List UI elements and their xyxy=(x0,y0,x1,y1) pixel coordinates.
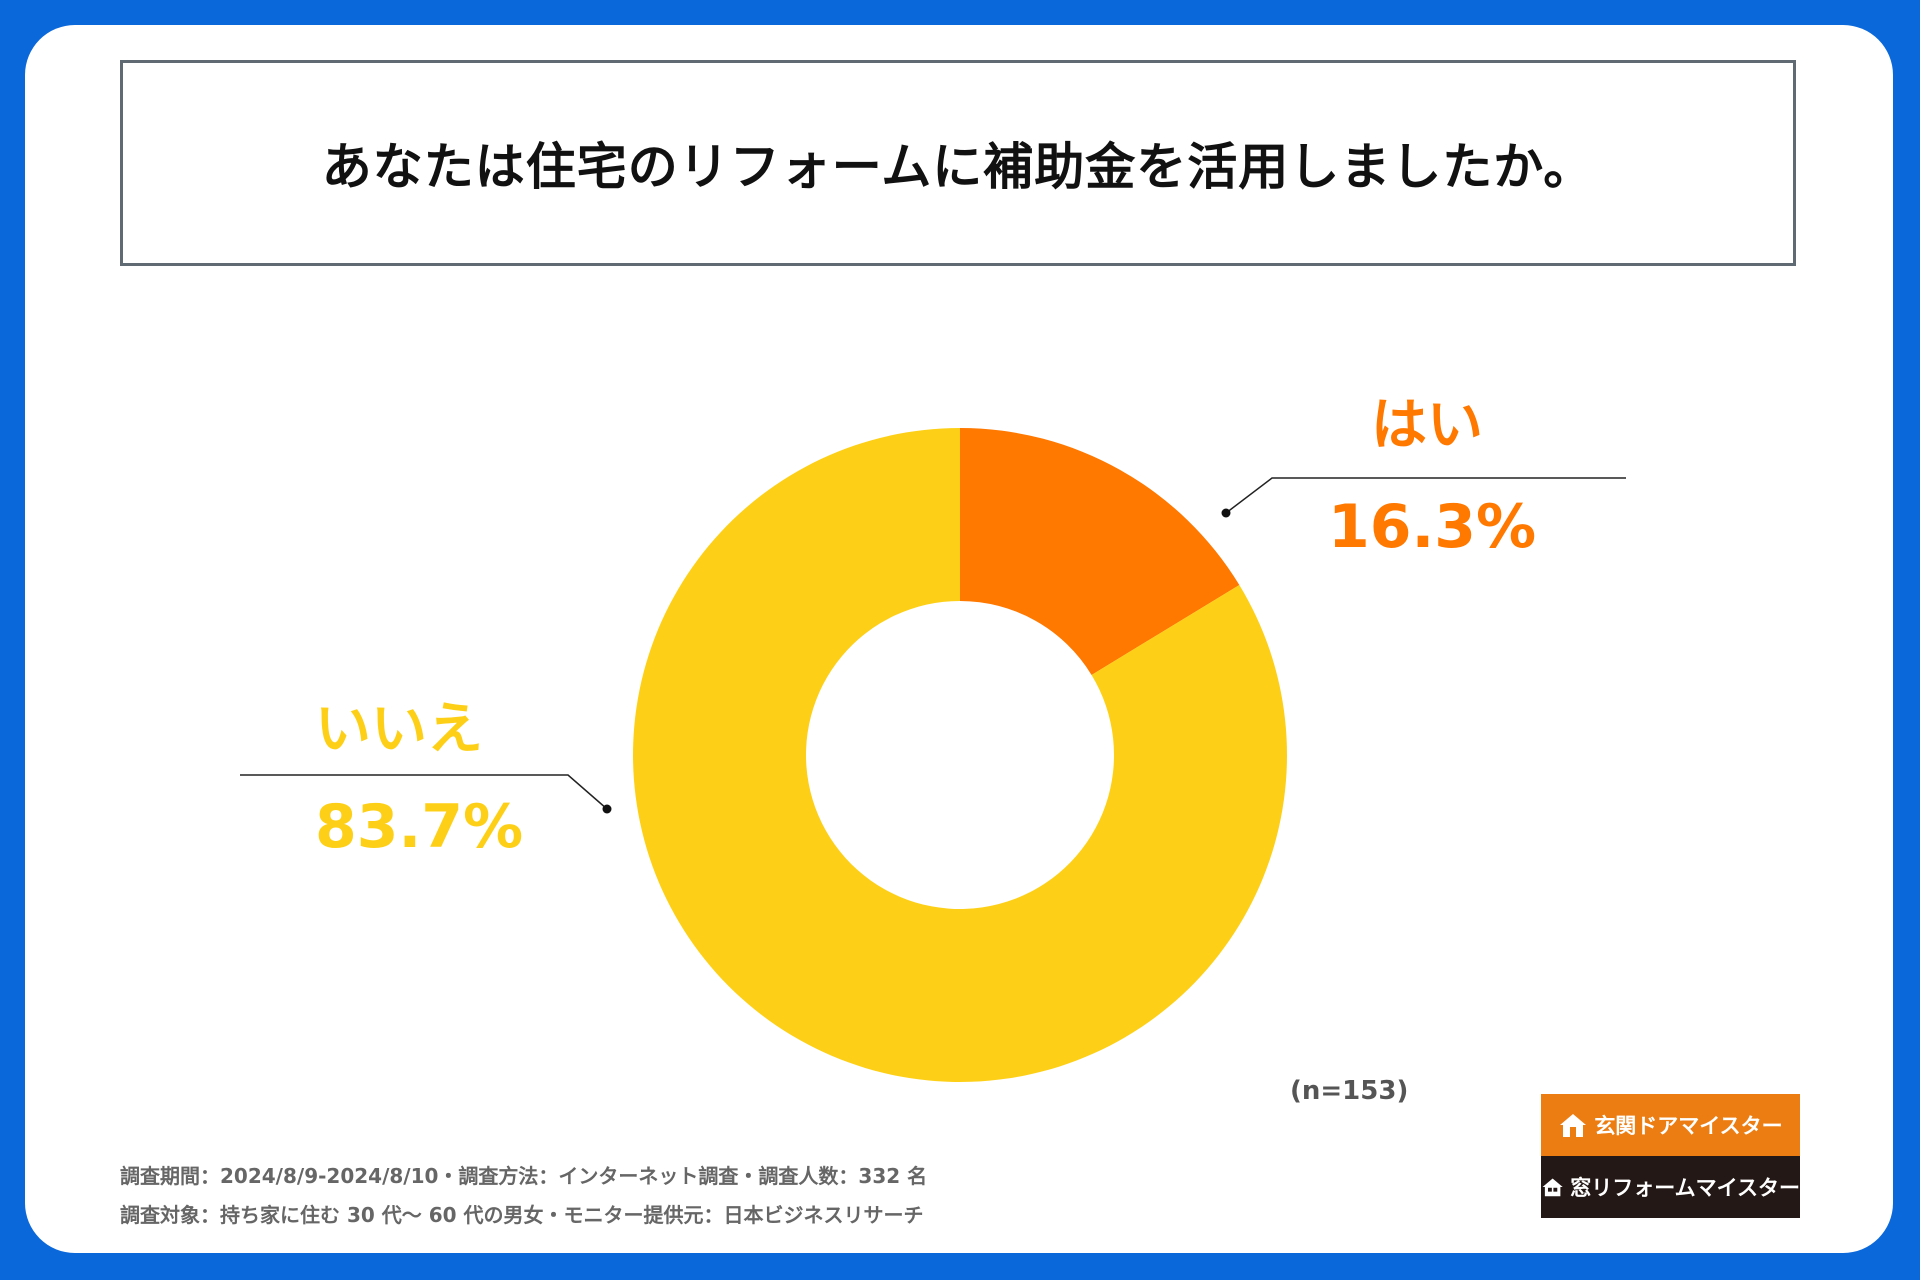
house-icon xyxy=(1560,1114,1587,1137)
footer-survey-period: 調査期間：2024/8/9-2024/8/10・調査方法：インターネット調査・調… xyxy=(120,1164,928,1188)
footer-survey-target: 調査対象：持ち家に住む 30 代～ 60 代の男女・モニター提供元：日本ビジネス… xyxy=(120,1203,924,1227)
leader-no-line xyxy=(240,774,608,810)
house-icon xyxy=(1542,1178,1563,1197)
sample-size-note: (n=153) xyxy=(1290,1076,1409,1106)
slice-no xyxy=(633,428,1288,1082)
logo-door-meister: 玄関ドアマイスター xyxy=(1541,1094,1800,1156)
leader-no-dot xyxy=(602,804,612,814)
label-no-value: 83.7% xyxy=(315,792,524,862)
label-yes-category: はい xyxy=(1371,393,1483,458)
leader-yes-line xyxy=(1225,477,1626,514)
logo-door-text: 玄関ドアマイスター xyxy=(1594,1114,1783,1138)
label-no-category: いいえ xyxy=(315,697,483,762)
title-box: あなたは住宅のリフォームに補助金を活用しましたか。 xyxy=(120,60,1796,266)
leader-yes-dot xyxy=(1221,508,1231,518)
slice-yes xyxy=(960,428,1240,675)
label-yes-value: 16.3% xyxy=(1328,492,1537,562)
logo-window-text: 窓リフォームマイスター xyxy=(1570,1176,1800,1200)
chart-title: あなたは住宅のリフォームに補助金を活用しましたか。 xyxy=(321,138,1595,196)
logo-window-meister: 窓リフォームマイスター xyxy=(1541,1156,1800,1218)
